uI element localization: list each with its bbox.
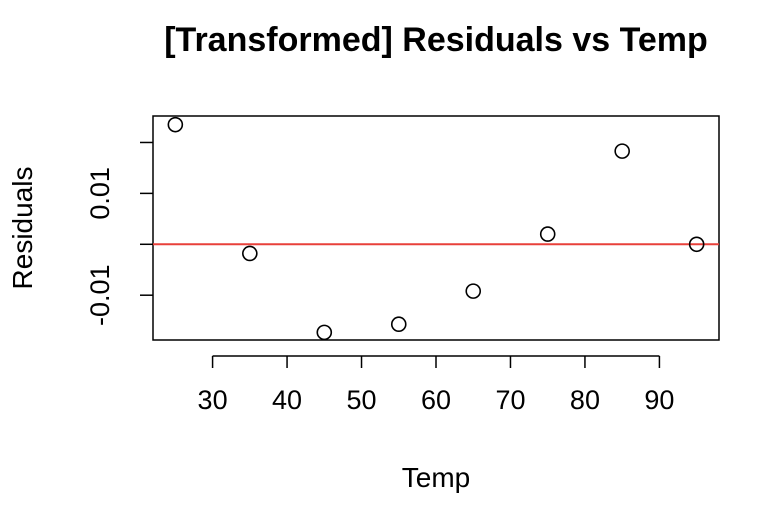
chart-title: [Transformed] Residuals vs Temp xyxy=(164,21,708,59)
data-point xyxy=(614,143,630,159)
x-tick-label: 80 xyxy=(570,385,600,415)
data-point xyxy=(465,283,482,299)
x-tick-label: 50 xyxy=(347,385,377,415)
data-point xyxy=(688,236,705,253)
x-tick-label: 30 xyxy=(198,385,228,415)
data-points xyxy=(167,116,705,341)
y-axis: -0.01 0.01 xyxy=(85,141,153,326)
x-tick-label: 60 xyxy=(421,385,451,415)
data-point xyxy=(539,226,556,242)
x-axis-title: Temp xyxy=(402,462,470,493)
x-tick-label: 40 xyxy=(272,385,302,415)
data-point xyxy=(316,324,333,341)
plot-frame xyxy=(152,115,720,341)
x-tick-label: 90 xyxy=(644,385,674,415)
data-point xyxy=(242,245,258,262)
x-axis: 30 40 50 60 70 80 90 xyxy=(198,355,674,415)
y-axis-title: Residuals xyxy=(7,167,38,290)
data-point xyxy=(390,316,407,333)
x-tick-label: 70 xyxy=(495,385,525,415)
y-tick-label: -0.01 xyxy=(85,264,115,326)
data-point xyxy=(167,116,184,133)
y-tick-label: 0.01 xyxy=(85,167,115,220)
